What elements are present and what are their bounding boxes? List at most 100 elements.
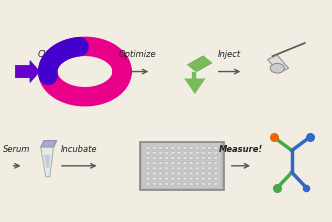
Circle shape bbox=[177, 151, 181, 155]
Circle shape bbox=[195, 177, 200, 180]
Circle shape bbox=[201, 167, 206, 170]
Circle shape bbox=[170, 162, 175, 165]
Circle shape bbox=[183, 162, 187, 165]
Circle shape bbox=[189, 167, 194, 170]
Circle shape bbox=[152, 151, 157, 155]
Circle shape bbox=[207, 157, 212, 160]
Circle shape bbox=[146, 157, 150, 160]
Polygon shape bbox=[41, 141, 57, 147]
Circle shape bbox=[146, 146, 150, 149]
Circle shape bbox=[201, 157, 206, 160]
Bar bbox=[140, 142, 224, 190]
Polygon shape bbox=[41, 147, 53, 177]
Circle shape bbox=[158, 167, 163, 170]
Circle shape bbox=[189, 162, 194, 165]
Circle shape bbox=[177, 177, 181, 180]
Circle shape bbox=[146, 182, 150, 185]
Circle shape bbox=[183, 172, 187, 175]
Circle shape bbox=[213, 151, 218, 155]
Polygon shape bbox=[184, 71, 206, 95]
Circle shape bbox=[177, 172, 181, 175]
Circle shape bbox=[164, 182, 169, 185]
Circle shape bbox=[195, 172, 200, 175]
Circle shape bbox=[164, 146, 169, 149]
Circle shape bbox=[207, 162, 212, 165]
Circle shape bbox=[213, 146, 218, 149]
Circle shape bbox=[152, 177, 157, 180]
Circle shape bbox=[146, 151, 150, 155]
Circle shape bbox=[207, 182, 212, 185]
Circle shape bbox=[213, 167, 218, 170]
Circle shape bbox=[146, 177, 150, 180]
Circle shape bbox=[207, 167, 212, 170]
Circle shape bbox=[164, 151, 169, 155]
Circle shape bbox=[158, 182, 163, 185]
Text: Measure!: Measure! bbox=[218, 145, 263, 154]
Circle shape bbox=[158, 172, 163, 175]
Circle shape bbox=[207, 172, 212, 175]
Circle shape bbox=[164, 172, 169, 175]
Circle shape bbox=[201, 177, 206, 180]
Circle shape bbox=[177, 167, 181, 170]
Circle shape bbox=[152, 172, 157, 175]
Circle shape bbox=[152, 162, 157, 165]
Polygon shape bbox=[16, 61, 40, 83]
Circle shape bbox=[152, 182, 157, 185]
Circle shape bbox=[164, 177, 169, 180]
Circle shape bbox=[170, 172, 175, 175]
Circle shape bbox=[189, 151, 194, 155]
Circle shape bbox=[201, 182, 206, 185]
Circle shape bbox=[183, 177, 187, 180]
Circle shape bbox=[158, 162, 163, 165]
Circle shape bbox=[213, 157, 218, 160]
Circle shape bbox=[183, 182, 187, 185]
Text: Inject: Inject bbox=[218, 50, 241, 59]
Bar bbox=[142, 143, 221, 188]
Circle shape bbox=[170, 182, 175, 185]
Circle shape bbox=[177, 162, 181, 165]
Circle shape bbox=[195, 162, 200, 165]
Circle shape bbox=[207, 146, 212, 149]
Circle shape bbox=[170, 177, 175, 180]
Circle shape bbox=[177, 182, 181, 185]
Circle shape bbox=[189, 172, 194, 175]
Circle shape bbox=[177, 157, 181, 160]
Circle shape bbox=[213, 182, 218, 185]
Circle shape bbox=[183, 167, 187, 170]
Circle shape bbox=[170, 146, 175, 149]
Circle shape bbox=[201, 146, 206, 149]
Circle shape bbox=[146, 167, 150, 170]
Circle shape bbox=[158, 151, 163, 155]
Circle shape bbox=[195, 146, 200, 149]
Circle shape bbox=[158, 157, 163, 160]
Circle shape bbox=[207, 151, 212, 155]
Circle shape bbox=[164, 167, 169, 170]
Circle shape bbox=[158, 177, 163, 180]
Circle shape bbox=[164, 157, 169, 160]
Text: Serum: Serum bbox=[3, 145, 31, 154]
Circle shape bbox=[201, 151, 206, 155]
Circle shape bbox=[183, 146, 187, 149]
Circle shape bbox=[195, 151, 200, 155]
Circle shape bbox=[189, 177, 194, 180]
Circle shape bbox=[213, 177, 218, 180]
Circle shape bbox=[177, 146, 181, 149]
Circle shape bbox=[189, 182, 194, 185]
Circle shape bbox=[183, 151, 187, 155]
Polygon shape bbox=[186, 55, 213, 73]
Circle shape bbox=[213, 162, 218, 165]
Circle shape bbox=[183, 157, 187, 160]
Circle shape bbox=[201, 172, 206, 175]
Circle shape bbox=[213, 172, 218, 175]
Circle shape bbox=[164, 162, 169, 165]
Circle shape bbox=[152, 167, 157, 170]
Circle shape bbox=[152, 146, 157, 149]
Text: Optimize: Optimize bbox=[119, 50, 156, 59]
Polygon shape bbox=[44, 155, 50, 168]
Polygon shape bbox=[268, 55, 289, 73]
Circle shape bbox=[195, 167, 200, 170]
Circle shape bbox=[146, 162, 150, 165]
Circle shape bbox=[146, 172, 150, 175]
Circle shape bbox=[189, 146, 194, 149]
Circle shape bbox=[201, 162, 206, 165]
